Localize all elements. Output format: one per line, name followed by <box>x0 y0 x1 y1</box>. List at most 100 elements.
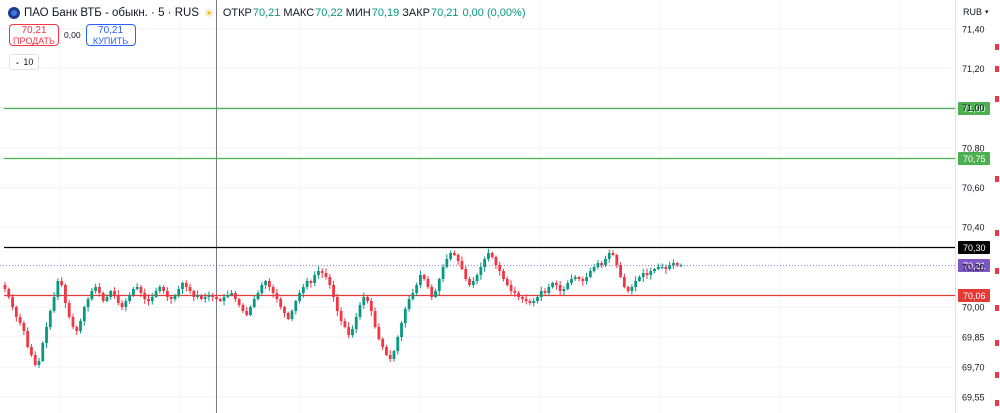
candle-body <box>256 293 260 299</box>
candle <box>641 268 645 282</box>
candle-body <box>604 259 607 265</box>
candle-body <box>98 287 101 293</box>
candle-body <box>430 287 434 297</box>
candle-body <box>520 297 524 299</box>
candle <box>468 276 471 287</box>
candle <box>237 297 241 308</box>
candle-body <box>611 253 615 255</box>
candle-body <box>419 275 422 285</box>
candle-body <box>286 313 290 319</box>
low-value: 70,19 <box>371 7 400 19</box>
y-tick-label: 69,85 <box>962 333 985 343</box>
candle-body <box>226 295 230 297</box>
candle <box>679 263 683 268</box>
candle-body <box>165 291 169 297</box>
candle <box>90 288 94 301</box>
candle <box>132 286 135 297</box>
candle <box>369 298 373 316</box>
candle <box>456 253 460 265</box>
candle <box>33 351 37 367</box>
candle-body <box>82 307 86 321</box>
candle-body <box>400 323 403 337</box>
candle <box>313 271 317 286</box>
candle <box>547 283 551 296</box>
candle <box>498 261 502 276</box>
candle <box>41 341 45 363</box>
candle-body <box>366 297 369 301</box>
candle <box>411 288 415 301</box>
candle-body <box>192 291 196 297</box>
candle <box>536 295 539 304</box>
candle <box>196 290 200 300</box>
price-line-tag <box>958 289 990 302</box>
candle-body <box>551 283 554 287</box>
chart-legend: ПАО Банк ВТБ - обыкн. · 5 · RUS ☀ ОТКР 70… <box>8 5 525 21</box>
price-line-tag <box>958 102 990 115</box>
candle-body <box>252 299 256 307</box>
candle-body <box>513 291 517 293</box>
candle <box>3 282 7 293</box>
candle-body <box>456 255 460 261</box>
candle <box>396 335 400 355</box>
candle-body <box>305 281 309 287</box>
candle <box>449 250 453 261</box>
candle-body <box>199 295 203 299</box>
candle-body <box>215 297 218 299</box>
candle-body <box>113 291 116 295</box>
candle <box>539 286 543 301</box>
candle-body <box>26 331 30 347</box>
candle-body <box>453 253 456 255</box>
candle-body <box>64 285 67 303</box>
candle <box>464 265 468 282</box>
price-line-value: 71,00 <box>963 104 986 114</box>
candle-body <box>381 339 385 347</box>
order-marker <box>995 96 999 102</box>
candle-body <box>101 293 105 301</box>
candle <box>64 283 67 308</box>
candle <box>486 248 490 262</box>
candle <box>664 264 668 274</box>
candle-body <box>249 307 252 315</box>
candle <box>419 270 422 289</box>
candle <box>45 322 48 348</box>
candle-body <box>41 343 45 361</box>
candle-body <box>37 361 41 365</box>
candle <box>135 283 139 291</box>
candle-body <box>656 267 660 269</box>
candle-body <box>638 277 641 281</box>
candle <box>143 288 147 304</box>
order-marker <box>995 305 999 311</box>
candle <box>528 298 532 306</box>
currency-selector[interactable]: RUB ▾ <box>963 7 989 17</box>
candle <box>490 251 494 259</box>
candle-body <box>581 279 585 281</box>
candle <box>162 285 166 294</box>
candle-body <box>60 281 64 285</box>
candle-body <box>464 269 468 279</box>
y-tick-label: 69,70 <box>962 363 985 373</box>
candle-body <box>354 317 358 329</box>
candle <box>509 280 513 295</box>
order-marker <box>995 340 999 346</box>
candle <box>79 318 82 334</box>
candle-body <box>407 299 411 309</box>
candle <box>192 289 196 302</box>
instrument-title[interactable]: ПАО Банк ВТБ - обыкн. · 5 · RUS <box>24 7 199 19</box>
candle <box>294 299 298 315</box>
candle <box>441 264 445 283</box>
candle-body <box>324 273 328 277</box>
sell-button[interactable]: 70,21 ПРОДАТЬ <box>9 24 59 46</box>
lot-count-toggle[interactable]: ⌄ 10 <box>9 54 39 70</box>
buy-button[interactable]: 70,21 КУПИТЬ <box>85 24 136 46</box>
candle-body <box>388 355 392 359</box>
candle <box>275 289 279 303</box>
candle-body <box>301 287 305 293</box>
candle <box>271 284 275 298</box>
candle-body <box>173 295 177 299</box>
candle <box>392 349 396 362</box>
candle <box>218 297 222 303</box>
candle-body <box>275 293 279 299</box>
candle <box>267 278 271 291</box>
candle <box>211 293 215 302</box>
